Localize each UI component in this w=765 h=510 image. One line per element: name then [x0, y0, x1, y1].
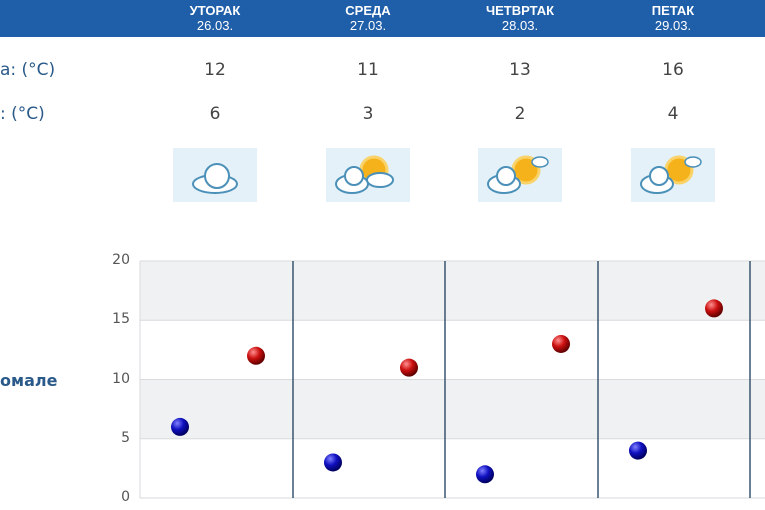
- day-date: 26.03.: [196, 18, 234, 33]
- day-date: 28.03.: [501, 18, 539, 33]
- day-name: ПЕТАК: [651, 3, 695, 18]
- max-temp-value: 11: [357, 60, 379, 80]
- cloudy-icon: [173, 148, 257, 202]
- y-tick-label: 5: [121, 429, 130, 446]
- grid-band: [140, 320, 765, 380]
- min-temp-point: [629, 441, 647, 460]
- min-temp-label: : (°C): [0, 104, 45, 124]
- sun-cloud-icon: [631, 148, 715, 202]
- grid-band: [140, 379, 765, 439]
- max-temp-value: 12: [204, 60, 226, 80]
- max-temp-point: [552, 334, 570, 353]
- day-header: ПЕТАК 29.03.: [613, 3, 733, 33]
- min-temp-point: [324, 453, 342, 472]
- max-temp-label: а: (°C): [0, 60, 56, 80]
- min-temp-value: 6: [209, 104, 221, 124]
- header-bar: [0, 0, 765, 37]
- day-name: ЧЕТВРТАК: [485, 3, 555, 18]
- max-temp-point: [247, 346, 265, 365]
- y-tick-label: 10: [112, 370, 130, 387]
- y-tick-label: 15: [112, 311, 130, 328]
- max-temp-value: 16: [662, 60, 684, 80]
- max-temp-point: [400, 358, 418, 377]
- min-temp-value: 2: [514, 104, 526, 124]
- y-tick-label: 0: [121, 489, 130, 505]
- day-name: СРЕДА: [345, 3, 391, 18]
- day-header: УТОРАК 26.03.: [155, 3, 275, 33]
- max-temp-value: 13: [509, 60, 531, 80]
- min-temp-point: [476, 465, 494, 484]
- grid-band: [140, 261, 765, 321]
- day-header: СРЕДА 27.03.: [308, 3, 428, 33]
- day-date: 29.03.: [654, 18, 692, 33]
- min-temp-value: 4: [667, 104, 679, 124]
- day-date: 27.03.: [349, 18, 387, 33]
- min-temp-value: 3: [362, 104, 374, 124]
- day-name: УТОРАК: [189, 3, 241, 18]
- grid-band: [140, 438, 765, 498]
- day-header: ЧЕТВРТАК 28.03.: [460, 3, 580, 33]
- min-temp-point: [171, 417, 189, 436]
- y-tick-label: 20: [112, 252, 130, 268]
- max-temp-point: [705, 299, 723, 318]
- side-label: омале: [0, 371, 58, 390]
- sun-cloud-icon: [478, 148, 562, 202]
- partly-cloudy-icon: [326, 148, 410, 202]
